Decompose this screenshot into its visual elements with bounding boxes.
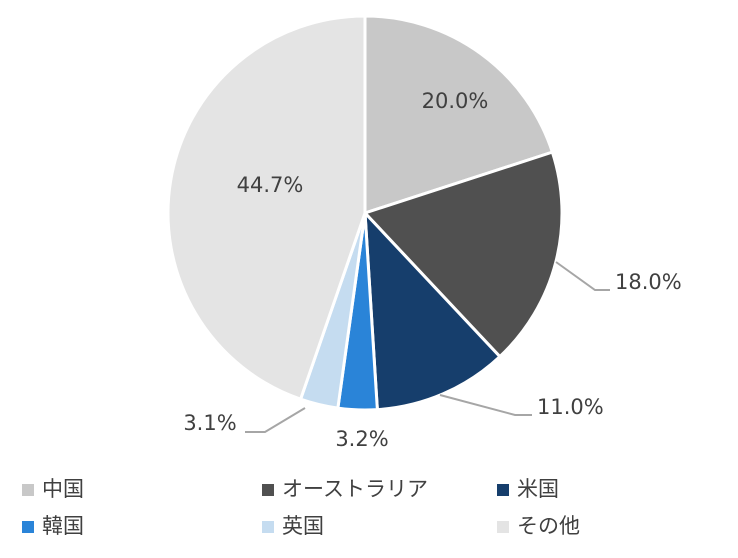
data-label: 44.7%: [237, 173, 304, 197]
data-label: 11.0%: [537, 395, 604, 419]
legend-swatch: [262, 521, 274, 533]
leader-line: [555, 261, 610, 291]
data-label: 20.0%: [422, 89, 489, 113]
legend-swatch: [262, 484, 274, 496]
data-label: 3.1%: [183, 411, 236, 435]
legend-label: オーストラリア: [282, 477, 428, 501]
pie-slice: [363, 14, 555, 216]
leader-line: [439, 394, 532, 416]
legend-label: 英国: [282, 514, 324, 538]
pie-slice: [166, 14, 367, 402]
legend-label: 中国: [42, 477, 84, 501]
legend-swatch: [497, 521, 509, 533]
data-label: 3.2%: [335, 427, 388, 451]
pie-slice: [362, 150, 564, 359]
legend-label: 韓国: [42, 514, 84, 538]
leader-line: [245, 407, 306, 433]
legend-label: その他: [517, 514, 580, 538]
legend-swatch: [497, 484, 509, 496]
legend-label: 米国: [517, 477, 559, 501]
data-label: 18.0%: [615, 270, 682, 294]
legend-swatch: [22, 521, 34, 533]
legend-swatch: [22, 484, 34, 496]
pie-slice: [363, 208, 502, 412]
